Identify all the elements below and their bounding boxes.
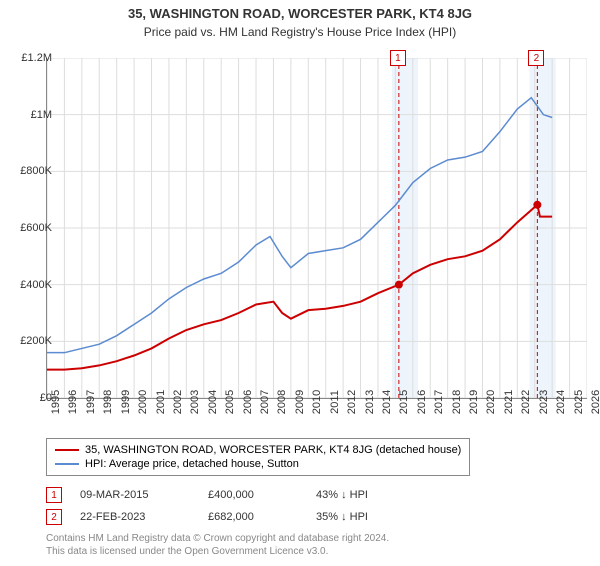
point-badge: 2 bbox=[46, 509, 62, 525]
x-axis-label: 2005 bbox=[224, 390, 236, 414]
x-axis-label: 2006 bbox=[242, 390, 254, 414]
chart-marker-badge: 1 bbox=[390, 50, 406, 66]
x-axis-label: 2008 bbox=[276, 390, 288, 414]
x-axis-label: 2016 bbox=[416, 390, 428, 414]
x-axis-label: 2000 bbox=[137, 390, 149, 414]
point-date: 22-FEB-2023 bbox=[80, 511, 190, 523]
legend-label: 35, WASHINGTON ROAD, WORCESTER PARK, KT4… bbox=[85, 444, 461, 456]
y-axis-label: £200K bbox=[20, 335, 52, 347]
x-axis-label: 2010 bbox=[311, 390, 323, 414]
x-axis-label: 2011 bbox=[329, 390, 341, 414]
x-axis-label: 2009 bbox=[294, 390, 306, 414]
legend: 35, WASHINGTON ROAD, WORCESTER PARK, KT4… bbox=[46, 438, 470, 476]
y-axis-label: £600K bbox=[20, 222, 52, 234]
x-axis-label: 2022 bbox=[520, 390, 532, 414]
x-axis-label: 2013 bbox=[364, 390, 376, 414]
attribution: Contains HM Land Registry data © Crown c… bbox=[46, 532, 389, 558]
point-price: £400,000 bbox=[208, 489, 298, 501]
x-axis-label: 2019 bbox=[468, 390, 480, 414]
page-title: 35, WASHINGTON ROAD, WORCESTER PARK, KT4… bbox=[0, 6, 600, 21]
x-axis-label: 1996 bbox=[67, 390, 79, 414]
legend-item-property: 35, WASHINGTON ROAD, WORCESTER PARK, KT4… bbox=[55, 443, 461, 457]
y-axis-label: £1M bbox=[31, 109, 52, 121]
point-pct: 43% ↓ HPI bbox=[316, 489, 406, 501]
x-axis-label: 2024 bbox=[555, 390, 567, 414]
y-axis-label: £800K bbox=[20, 165, 52, 177]
x-axis-label: 1998 bbox=[102, 390, 114, 414]
point-date: 09-MAR-2015 bbox=[80, 489, 190, 501]
x-axis-label: 2002 bbox=[172, 390, 184, 414]
x-axis-label: 2025 bbox=[573, 390, 585, 414]
x-axis-label: 2018 bbox=[451, 390, 463, 414]
x-axis-label: 2023 bbox=[538, 390, 550, 414]
x-axis-label: 1999 bbox=[120, 390, 132, 414]
point-badge: 1 bbox=[46, 487, 62, 503]
data-points-table: 1 09-MAR-2015 £400,000 43% ↓ HPI 2 22-FE… bbox=[46, 484, 406, 528]
x-axis-label: 2004 bbox=[207, 390, 219, 414]
x-axis-label: 1997 bbox=[85, 390, 97, 414]
page-subtitle: Price paid vs. HM Land Registry's House … bbox=[0, 25, 600, 39]
x-axis-label: 2012 bbox=[346, 390, 358, 414]
y-axis-label: £400K bbox=[20, 279, 52, 291]
x-axis-label: 1995 bbox=[50, 390, 62, 414]
x-axis-label: 2026 bbox=[590, 390, 600, 414]
x-axis-label: 2014 bbox=[381, 390, 393, 414]
point-pct: 35% ↓ HPI bbox=[316, 511, 406, 523]
x-axis-label: 2001 bbox=[155, 390, 167, 414]
x-axis-label: 2020 bbox=[485, 390, 497, 414]
table-row: 2 22-FEB-2023 £682,000 35% ↓ HPI bbox=[46, 506, 406, 528]
legend-label: HPI: Average price, detached house, Sutt… bbox=[85, 458, 299, 470]
chart bbox=[46, 58, 587, 399]
x-axis-label: 2021 bbox=[503, 390, 515, 414]
legend-item-hpi: HPI: Average price, detached house, Sutt… bbox=[55, 457, 461, 471]
x-axis-label: 2015 bbox=[398, 390, 410, 414]
x-axis-label: 2007 bbox=[259, 390, 271, 414]
x-axis-label: 2017 bbox=[433, 390, 445, 414]
table-row: 1 09-MAR-2015 £400,000 43% ↓ HPI bbox=[46, 484, 406, 506]
chart-marker-badge: 2 bbox=[528, 50, 544, 66]
y-axis-label: £1.2M bbox=[21, 52, 52, 64]
point-price: £682,000 bbox=[208, 511, 298, 523]
x-axis-label: 2003 bbox=[189, 390, 201, 414]
